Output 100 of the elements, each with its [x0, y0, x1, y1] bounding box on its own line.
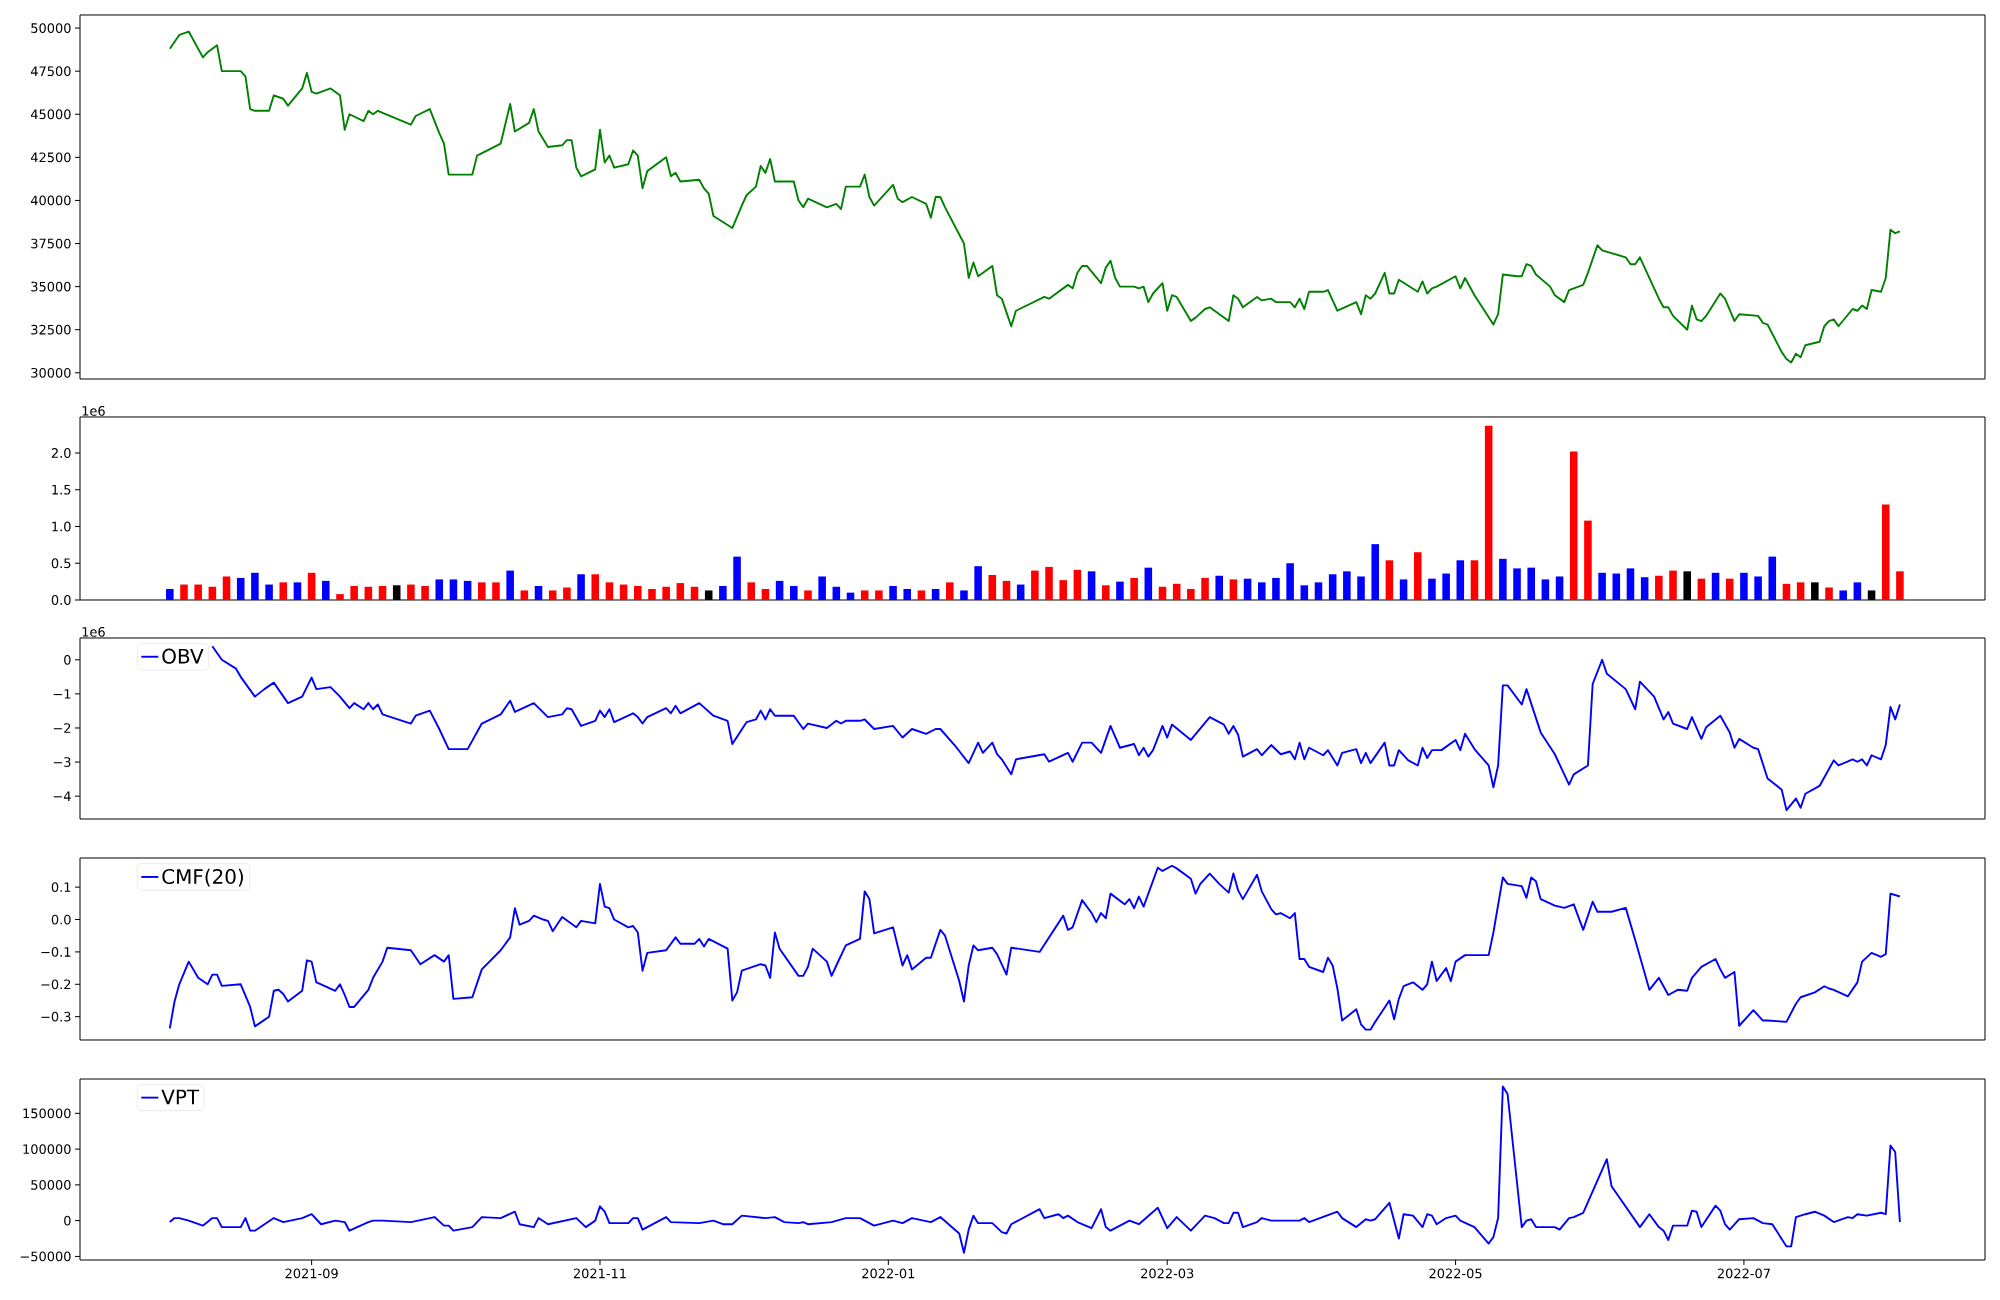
bar — [988, 575, 997, 600]
bar — [279, 582, 288, 600]
x-tick-label: 2022-07 — [1717, 1268, 1770, 1279]
line-series — [211, 645, 1901, 812]
x-tick-label: 2022-01 — [862, 1268, 915, 1279]
bar — [917, 590, 926, 600]
bar — [1541, 579, 1550, 600]
line-series — [168, 30, 1901, 364]
y-tick-label: −1 — [53, 689, 71, 699]
y-tick-label: −0.1 — [41, 947, 71, 957]
legend-label: CMF(20) — [162, 868, 243, 887]
bar — [1201, 577, 1209, 600]
y-tick-label: 0.1 — [51, 882, 71, 893]
bar — [1257, 582, 1266, 600]
bar — [761, 588, 770, 600]
bar — [1016, 584, 1025, 600]
y-tick-label: −0.3 — [41, 1011, 71, 1022]
bar — [1158, 586, 1167, 600]
bar — [1187, 588, 1195, 600]
bar — [350, 586, 358, 600]
bar — [1499, 558, 1507, 600]
bar — [1754, 576, 1762, 600]
bar — [1300, 585, 1309, 600]
y-tick-label: 35000 — [31, 281, 71, 292]
x-tick-label: 2022-03 — [1141, 1268, 1194, 1279]
bar — [265, 584, 273, 600]
bar — [1385, 560, 1394, 600]
bar — [1825, 587, 1833, 600]
bar — [648, 588, 656, 600]
text: 1e6 — [82, 627, 105, 637]
bar — [1484, 425, 1493, 600]
bar — [1853, 582, 1862, 600]
bar — [1371, 544, 1379, 600]
bar — [1116, 581, 1124, 600]
y-tick-label: 32500 — [31, 324, 71, 335]
bar — [407, 584, 415, 600]
bar — [322, 580, 330, 600]
bar — [166, 588, 174, 600]
y-tick-label: −50000 — [20, 1251, 71, 1262]
y-tick-label: −4 — [53, 791, 71, 801]
bar — [1314, 582, 1323, 600]
x-tick-label: 2021-09 — [285, 1268, 338, 1279]
bar — [293, 582, 302, 600]
bar — [208, 586, 217, 600]
bar — [1796, 582, 1805, 600]
bar — [1031, 570, 1039, 600]
bar — [662, 586, 670, 600]
bar — [931, 588, 940, 600]
bar — [605, 582, 614, 600]
bar — [307, 572, 316, 600]
bar — [236, 577, 245, 600]
bar — [1513, 568, 1521, 600]
y-tick-label: 45000 — [30, 109, 71, 120]
bar — [1428, 578, 1436, 600]
bar — [889, 586, 897, 600]
bar — [1343, 571, 1351, 600]
bar — [1328, 574, 1337, 600]
y-tick-label: 100000 — [23, 1144, 71, 1155]
bar — [676, 583, 685, 600]
bar — [449, 579, 458, 600]
bar — [194, 584, 202, 600]
bar — [860, 590, 869, 600]
y-tick-label: 1.0 — [52, 521, 71, 532]
bar — [1413, 552, 1422, 600]
bar — [251, 572, 259, 600]
y-tick-label: 0.0 — [51, 914, 71, 925]
bar — [591, 574, 600, 600]
bar — [1059, 580, 1068, 600]
bar — [1399, 579, 1408, 600]
bar — [790, 586, 798, 600]
bar — [1130, 577, 1138, 600]
bar — [1045, 566, 1053, 600]
bar — [1229, 579, 1238, 600]
x-tick-label: 2022-05 — [1429, 1268, 1482, 1279]
y-tick-label: 47500 — [30, 66, 71, 77]
bar — [690, 586, 699, 600]
y-tick-label: 40000 — [30, 195, 71, 206]
y-tick-label: −0.2 — [41, 979, 71, 990]
bar — [634, 586, 642, 600]
bar — [832, 586, 841, 600]
bar — [1569, 451, 1578, 600]
bar — [492, 582, 500, 600]
bar — [1243, 578, 1252, 600]
bar — [733, 556, 741, 600]
bar — [1711, 572, 1720, 600]
bar — [1697, 578, 1706, 600]
bar — [1768, 556, 1777, 600]
y-tick-label: 1.5 — [52, 484, 71, 495]
text: 1e6 — [82, 406, 105, 416]
y-tick-label: −2 — [53, 723, 71, 733]
bar — [435, 579, 444, 600]
y-tick-label: 0 — [64, 654, 71, 665]
bar — [1002, 580, 1011, 600]
legend-label: OBV — [162, 648, 204, 664]
y-tick-label: 0 — [64, 1215, 71, 1226]
bar — [463, 580, 472, 600]
y-tick-label: 30000 — [31, 367, 71, 378]
bar — [804, 590, 812, 600]
y-tick-label: 0.5 — [51, 558, 71, 569]
y-tick-label: 50000 — [31, 1179, 71, 1190]
